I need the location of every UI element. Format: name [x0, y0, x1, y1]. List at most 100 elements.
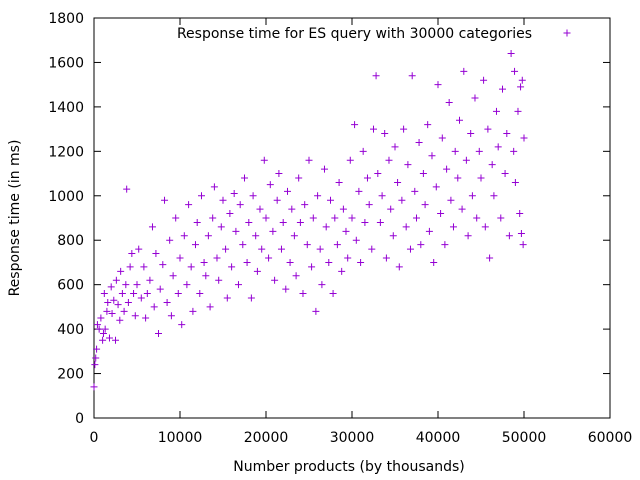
scatter-point [494, 143, 502, 151]
scatter-point [454, 174, 462, 182]
scatter-point [133, 281, 141, 289]
x-tick-label: 10000 [158, 430, 203, 446]
scatter-point [180, 232, 188, 240]
y-tick-label: 1800 [48, 11, 84, 27]
scatter-point [404, 161, 412, 169]
scatter-point [101, 325, 109, 333]
scatter-point [514, 107, 522, 115]
scatter-point [217, 223, 225, 231]
scatter-point [282, 285, 290, 293]
scatter-point [308, 263, 316, 271]
y-tick-label: 600 [57, 278, 84, 294]
scatter-point [382, 254, 390, 262]
scatter-point [183, 281, 191, 289]
scatter-point [368, 245, 376, 253]
scatter-point [95, 325, 103, 333]
scatter-point [226, 210, 234, 218]
scatter-point [198, 192, 205, 200]
scatter-point [269, 227, 277, 235]
scatter-point [309, 214, 317, 222]
scatter-point [99, 330, 107, 338]
scatter-point [342, 227, 350, 235]
scatter-point [499, 85, 506, 93]
scatter-point [120, 307, 128, 315]
scatter-point [421, 201, 429, 209]
scatter-point [460, 67, 468, 75]
scatter-point [252, 232, 260, 240]
scatter-point [232, 227, 240, 235]
scatter-point [143, 290, 151, 298]
scatter-point [335, 178, 343, 186]
scatter-point [93, 321, 101, 329]
scatter-point [424, 121, 432, 129]
scatter-point [123, 185, 131, 193]
scatter-point [339, 205, 347, 213]
scatter-point [90, 383, 98, 391]
scatter-point [112, 276, 120, 284]
scatter-point [346, 156, 354, 164]
x-axis-title: Number products (by thousands) [233, 459, 465, 475]
scatter-point [159, 261, 167, 269]
scatter-point [92, 354, 100, 362]
scatter-point [176, 254, 184, 262]
scatter-point [215, 276, 223, 284]
y-tick-label: 1000 [48, 189, 84, 205]
scatter-point [292, 272, 300, 280]
scatter-point [372, 72, 380, 80]
scatter-point [320, 165, 328, 173]
scatter-point [256, 205, 264, 213]
scatter-point [456, 116, 463, 124]
scatter-point [112, 336, 119, 344]
x-tick-label: 30000 [330, 430, 375, 446]
scatter-point [381, 130, 389, 138]
scatter-point [279, 218, 287, 226]
scatter-point [413, 214, 420, 222]
scatter-point [348, 214, 356, 222]
scatter-point [402, 223, 410, 231]
x-tick-label: 40000 [416, 430, 461, 446]
scatter-point [385, 156, 393, 164]
x-tick-label: 50000 [502, 430, 547, 446]
scatter-point [163, 298, 171, 306]
scatter-point [394, 178, 402, 186]
scatter-point [497, 214, 505, 222]
scatter-point [126, 263, 134, 271]
scatter-point [312, 307, 320, 315]
scatter-point [239, 241, 247, 249]
scatter-point [156, 285, 164, 293]
scatter-point [277, 245, 285, 253]
scatter-point [486, 254, 494, 262]
y-tick-label: 1600 [48, 55, 84, 71]
scatter-point [391, 143, 399, 151]
scatter-point [303, 241, 311, 249]
scatter-point [93, 345, 101, 353]
scatter-point [167, 312, 175, 320]
scatter-point [166, 236, 174, 244]
scatter-point [438, 134, 446, 142]
scatter-point [475, 147, 483, 155]
scatter-point [262, 214, 270, 222]
scatter-point [241, 174, 248, 182]
scatter-point [219, 196, 227, 204]
scatter-point [258, 245, 266, 253]
scatter-point [425, 227, 433, 235]
scatter-point [477, 174, 485, 182]
scatter-point [406, 245, 414, 253]
scatter-point [451, 147, 459, 155]
scatter-point [338, 267, 346, 275]
scatter-point [376, 218, 384, 226]
scatter-point [155, 330, 162, 338]
scatter-point [462, 156, 470, 164]
scatter-point [467, 130, 475, 138]
scatter-point [511, 67, 519, 75]
scatter-point [228, 263, 236, 271]
scatter-point [468, 192, 476, 200]
scatter-point [222, 245, 230, 253]
scatter-point [97, 314, 105, 322]
scatter-point [284, 187, 291, 195]
y-tick-label: 0 [75, 411, 84, 427]
scatter-point [322, 223, 330, 231]
y-axis-title: Response time (in ms) [7, 140, 23, 297]
scatter-point [516, 210, 524, 218]
scatter-point [223, 294, 231, 302]
